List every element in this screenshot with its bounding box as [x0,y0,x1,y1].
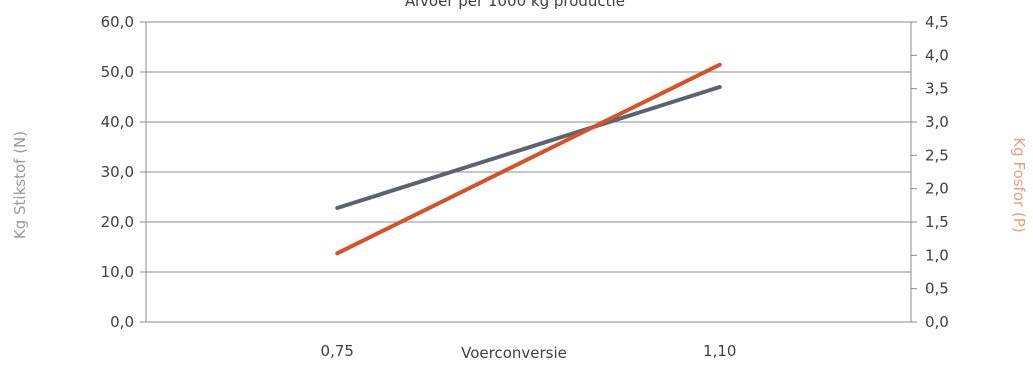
left-tick-label: 30,0 [101,163,134,181]
left-tick-label: 20,0 [101,213,134,231]
right-tick-label: 1,5 [925,213,949,231]
series-line-nitrogen [335,85,722,210]
right-tick-label: 1,0 [925,246,949,264]
right-tick-labels: 0,0 0,5 1,0 1,5 2,0 2,5 3,0 3,5 4,0 4,5 [925,13,949,331]
chart-title: Afvoer per 1000 kg productie [405,0,625,10]
series-line-phosphor [335,62,722,256]
left-tick-label: 50,0 [101,63,134,81]
left-tick-labels: 0,0 10,0 20,0 30,0 40,0 50,0 60,0 [101,13,134,331]
x-tick-label: 1,10 [703,342,736,360]
left-tick-label: 40,0 [101,113,134,131]
axes [145,21,917,323]
x-axis-label: Voerconversie [461,344,567,362]
right-tick-label: 4,0 [925,46,949,64]
right-tick-label: 2,0 [925,180,949,198]
x-tick-label: 0,75 [321,342,354,360]
left-tick-label: 10,0 [101,263,134,281]
y-axis-right-label: Kg Fosfor (P) [1010,137,1028,233]
right-tick-label: 0,0 [925,313,949,331]
right-tick-label: 4,5 [925,13,949,31]
right-tick-label: 0,5 [925,280,949,298]
left-tick-label: 0,0 [110,313,134,331]
right-tick-label: 2,5 [925,146,949,164]
right-tick-label: 3,0 [925,113,949,131]
x-tick-labels: 0,75 1,10 [321,342,737,360]
series-lines [335,62,722,256]
right-tick-label: 3,5 [925,80,949,98]
y-axis-left-label: Kg Stikstof (N) [11,130,29,240]
gridlines [140,21,911,323]
left-tick-label: 60,0 [101,13,134,31]
